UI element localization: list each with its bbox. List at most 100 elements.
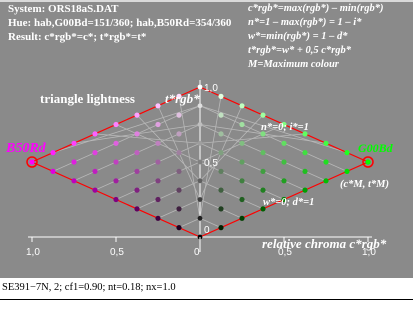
- left-grid-line-lower-3: [136, 180, 201, 210]
- right-point-4-0: [281, 196, 287, 203]
- right-grid-line-upper-7: [199, 96, 222, 219]
- footer-divider: [0, 299, 413, 300]
- x-tick-label-4: 1,0: [362, 247, 376, 258]
- right-point-3-2: [260, 168, 266, 174]
- left-point-1-4: [176, 150, 182, 156]
- left-point-1-0: [176, 225, 182, 231]
- chroma-lightness-chart: 1,0 0,5 0 0,5 1,01,00,50 triangle lightness …: [5, 80, 394, 258]
- right-point-3-3: [260, 150, 266, 156]
- y-tick-label-2: 0: [204, 225, 210, 236]
- grey-point-3: [197, 178, 203, 184]
- left-point-4-0: [113, 196, 119, 203]
- x-tick-label-1: 0,5: [110, 247, 124, 258]
- right-point-4-1: [281, 178, 287, 184]
- chart-panel: [0, 0, 413, 278]
- left-point-1-1: [176, 206, 182, 212]
- left-point-2-4: [155, 140, 161, 146]
- x-axis-label: relative chroma c*rgb*: [262, 236, 387, 251]
- right-point-2-1: [239, 196, 245, 203]
- right-point-2-6: [239, 103, 245, 109]
- x-tick-label-2: 0: [194, 247, 200, 258]
- top-divider: [0, 0, 413, 2]
- right-point-2-3: [239, 159, 245, 165]
- x-tick-label-3: 0,5: [278, 247, 292, 258]
- left-point-7-1: [50, 150, 56, 156]
- right-point-3-4: [260, 131, 266, 137]
- left-grid-line-lower-1: [178, 217, 201, 228]
- right-point-1-6: [218, 112, 224, 118]
- right-point-1-4: [218, 150, 224, 156]
- right-point-3-0: [260, 206, 266, 212]
- right-point-4-2: [281, 159, 287, 165]
- triangle-lightness-label: triangle lightness: [40, 91, 135, 106]
- right-point-4-4: [281, 121, 287, 128]
- right-point-3-1: [260, 187, 266, 193]
- right-max-colour-marker: [362, 156, 374, 168]
- left-point-3-5: [134, 112, 140, 118]
- y-tick-label-1: 0,5: [204, 158, 218, 169]
- x-tick-label-0: 1,0: [26, 247, 40, 258]
- right-point-6-2: [323, 140, 329, 146]
- right-point-1-2: [218, 187, 224, 193]
- right-point-2-4: [239, 140, 245, 146]
- left-point-3-1: [134, 187, 140, 193]
- left-point-5-0: [92, 187, 98, 193]
- right-point-6-1: [323, 159, 329, 165]
- top-corner-label: n*=0; i*=1: [261, 122, 309, 133]
- right-point-1-5: [218, 131, 224, 137]
- max-colour-label: (c*M, t*M): [340, 179, 389, 190]
- right-point-1-3: [218, 168, 224, 174]
- right-grid-line-upper-5: [199, 114, 264, 182]
- left-grid-line-lower-5: [94, 142, 201, 191]
- left-point-6-2: [71, 140, 77, 146]
- right-point-2-5: [239, 121, 245, 128]
- right-point-4-3: [281, 140, 287, 146]
- left-point-1-7: [176, 93, 182, 99]
- left-point-2-3: [155, 159, 161, 165]
- right-point-5-0: [302, 187, 308, 193]
- left-point-3-4: [134, 131, 140, 137]
- left-point-3-2: [134, 168, 140, 174]
- left-point-8-0: [29, 159, 35, 165]
- t-axis-label: t*rgb*: [165, 91, 200, 106]
- bottom-corner-label: w*=0; d*=1: [263, 197, 314, 208]
- left-point-4-3: [113, 140, 119, 146]
- left-point-1-3: [176, 168, 182, 174]
- left-grid-line-lower-7: [52, 105, 201, 172]
- left-point-7-0: [50, 168, 56, 174]
- right-grid-line-lower-3: [199, 180, 264, 210]
- left-grid-line-upper-5: [136, 114, 201, 182]
- right-point-2-0: [239, 215, 245, 221]
- left-point-1-6: [176, 112, 182, 118]
- grey-point-7: [197, 103, 203, 109]
- header-result: Result: c*rgb*=c*; t*rgb*=t*: [8, 31, 147, 43]
- right-point-5-2: [302, 150, 308, 156]
- right-point-6-0: [323, 178, 329, 184]
- left-point-3-0: [134, 206, 140, 212]
- right-point-1-0: [218, 225, 224, 231]
- formula-w: w*=min(rgb*) = 1 – d*: [248, 31, 348, 42]
- left-point-1-5: [176, 131, 182, 137]
- header-hue: Hue: hab,G00Bd=151/360; hab,B50Rd=354/36…: [8, 17, 232, 29]
- left-point-5-1: [92, 168, 98, 174]
- footer-code: SE391−7N, 2; cf1=0.90; nt=0.18; nx=1.0: [2, 282, 176, 293]
- y-tick-label-0: 1,0: [204, 83, 218, 94]
- left-max-colour-marker: [26, 156, 38, 168]
- right-point-8-0: [365, 159, 371, 165]
- right-point-3-5: [260, 112, 266, 118]
- left-point-2-2: [155, 178, 161, 184]
- right-point-2-2: [239, 178, 245, 184]
- right-point-5-1: [302, 168, 308, 174]
- left-point-4-1: [113, 178, 119, 184]
- right-point-1-1: [218, 206, 224, 212]
- left-point-5-2: [92, 150, 98, 156]
- right-grid-line-lower-1: [199, 217, 222, 228]
- right-grid-line-lower-7: [199, 105, 348, 172]
- left-point-4-2: [113, 159, 119, 165]
- left-point-2-0: [155, 215, 161, 221]
- left-grid-line-upper-7: [178, 96, 201, 219]
- grey-point-4: [197, 159, 203, 165]
- left-point-2-1: [155, 196, 161, 203]
- grey-point-5: [197, 140, 203, 146]
- formula-t: t*rgb*=w* + 0,5 c*rgb*: [248, 45, 351, 56]
